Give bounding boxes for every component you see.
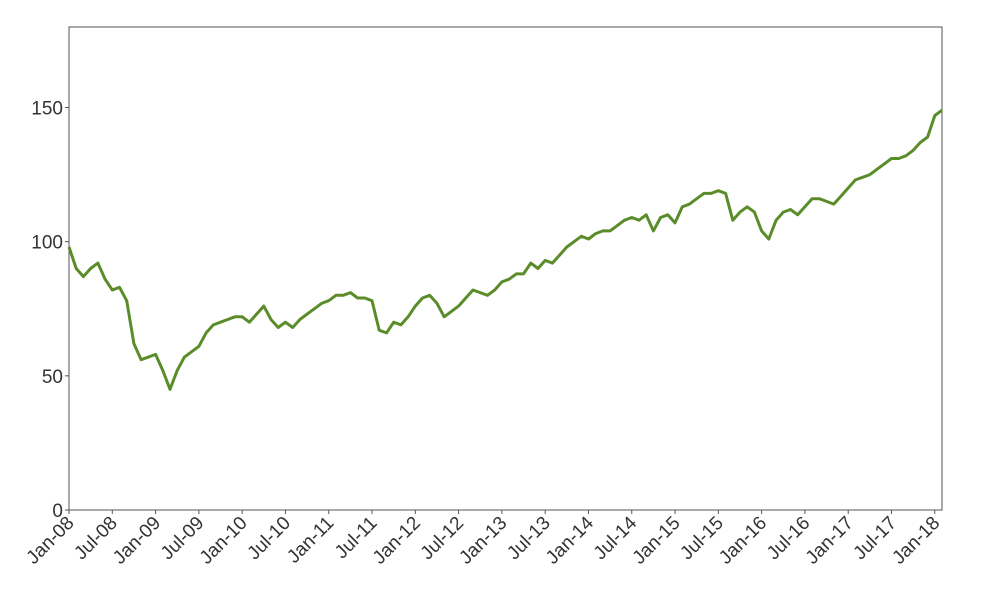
x-tick-label: Jan-10 (196, 513, 252, 569)
x-tick-label: Jan-13 (455, 513, 511, 569)
plot-frame (68, 26, 943, 511)
y-tick-label: 150 (31, 99, 63, 120)
x-tick-label: Jan-14 (542, 512, 598, 568)
x-tick-label: Jan-11 (283, 513, 338, 568)
y-tick-label: 0 (52, 501, 63, 522)
x-tick-label: Jan-17 (802, 513, 858, 569)
y-tick-label: 50 (42, 367, 63, 388)
line (67, 109, 943, 391)
x-tick-label: Jan-16 (715, 513, 771, 569)
x-tick-label: Jan-12 (369, 513, 425, 569)
y-tick-label: 100 (31, 233, 63, 254)
x-tick-label: Jan-18 (888, 513, 944, 569)
x-tick-label: Jan-08 (23, 513, 79, 569)
x-tick-label: Jan-09 (109, 513, 165, 569)
x-tick-label: Jan-15 (629, 513, 685, 569)
